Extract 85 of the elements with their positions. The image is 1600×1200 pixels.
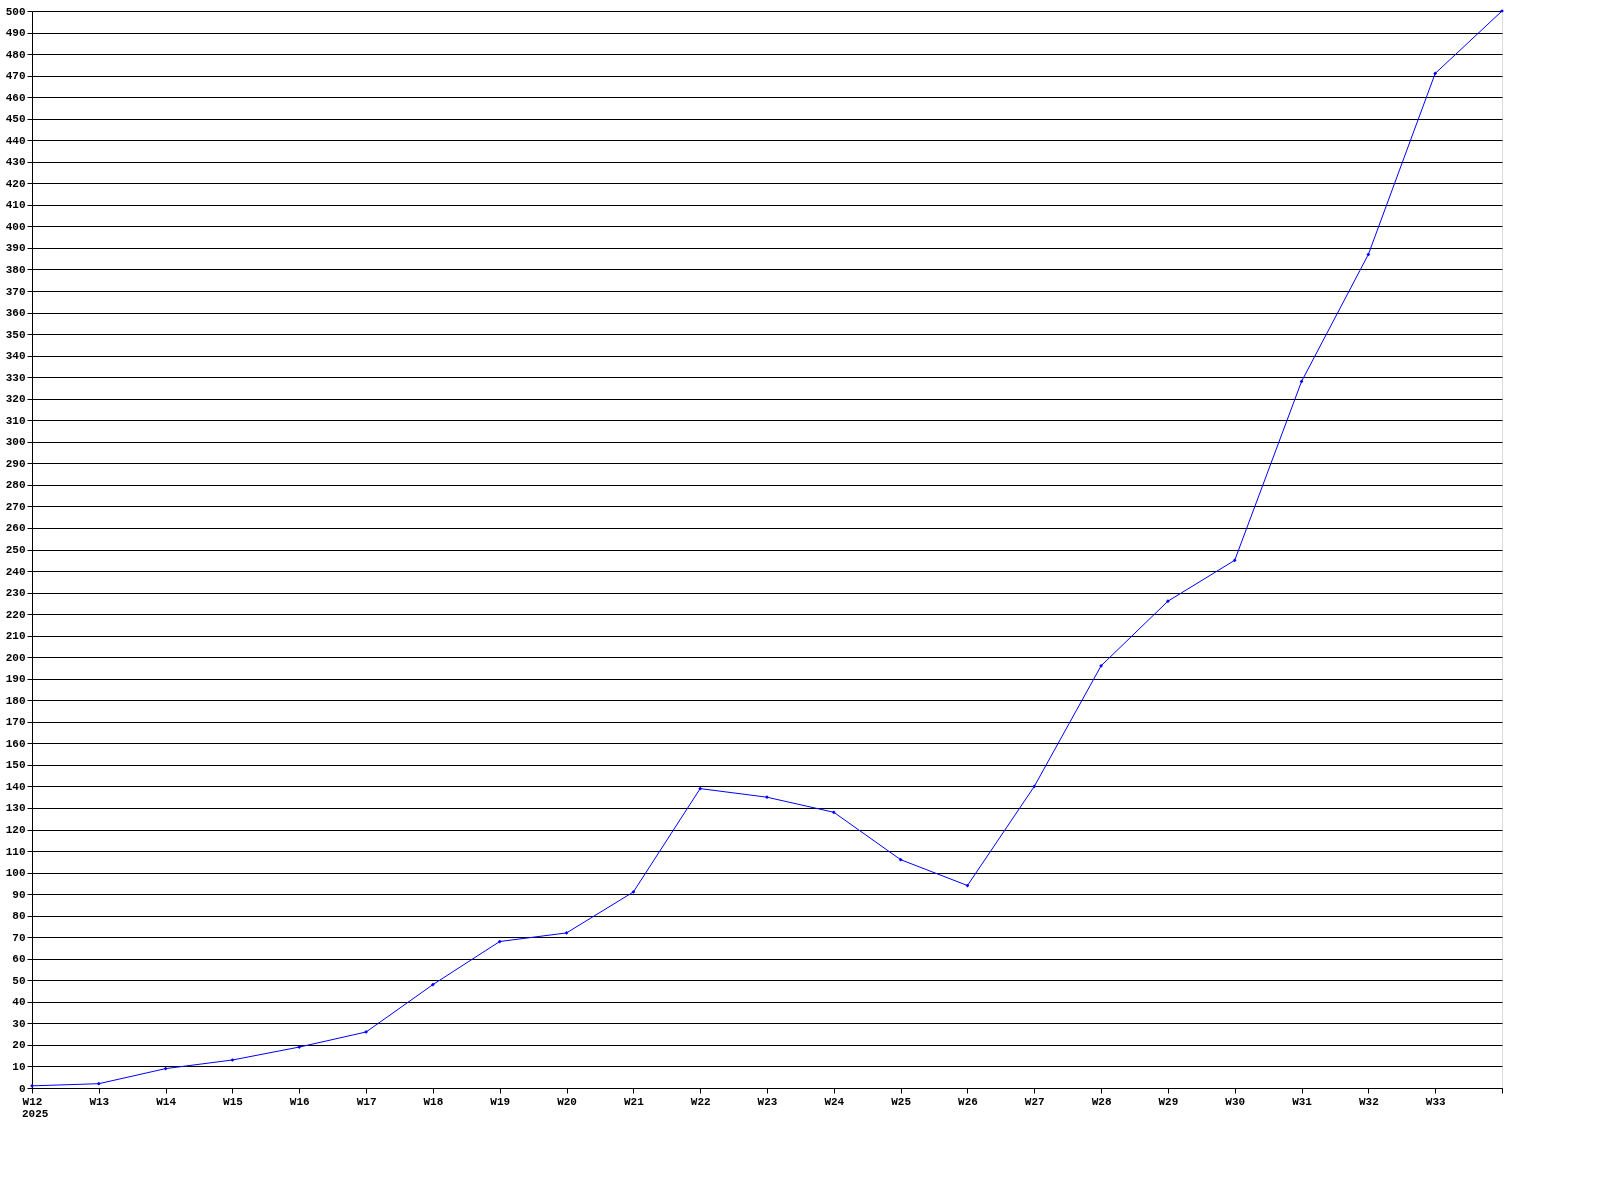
point — [230, 1058, 235, 1062]
y-tick-label: 70 — [12, 931, 26, 944]
y-tick-label: 420 — [5, 177, 26, 190]
y-tick-label: 220 — [5, 608, 26, 621]
point — [698, 786, 703, 791]
x-tick-label: W18 — [423, 1095, 444, 1108]
y-tick-label: 250 — [5, 544, 26, 556]
y-tick-label: 430 — [5, 156, 26, 169]
x-tick-label: W30 — [1225, 1095, 1246, 1108]
y-tick-label: 230 — [5, 587, 26, 600]
y-tick-label: 20 — [12, 1039, 26, 1052]
point — [297, 1045, 302, 1049]
y-tick-label: 270 — [5, 500, 26, 513]
y-tick-label: 130 — [5, 802, 26, 815]
y-tick-label: 260 — [5, 522, 26, 535]
y-tick-label: 310 — [5, 414, 26, 427]
y-tick-label: 110 — [5, 845, 26, 858]
y-tick-label: 50 — [12, 974, 26, 987]
x-tick-label: W22 — [690, 1095, 711, 1108]
point — [765, 795, 769, 800]
x-tick-label: W25 — [891, 1095, 912, 1108]
point — [497, 939, 502, 944]
y-tick-label: 390 — [5, 242, 26, 255]
y-tick-label: 330 — [5, 371, 26, 384]
y-tick-label: 90 — [12, 888, 26, 901]
y-tick-label: 400 — [5, 220, 26, 233]
y-tick-label: 10 — [12, 1060, 26, 1073]
y-tick-label: 410 — [5, 199, 26, 212]
y-tick-label: 370 — [5, 285, 26, 298]
x-tick-label: W21 — [623, 1095, 645, 1108]
x-tick-label: W24 — [824, 1095, 845, 1108]
y-tick-label: 0 — [18, 1082, 26, 1095]
y-tick-label: 210 — [5, 630, 26, 643]
text: 2025 — [22, 1108, 49, 1120]
x-tick-label: W16 — [289, 1095, 310, 1108]
y-tick-label: 380 — [5, 263, 26, 276]
x-tick-label: W28 — [1091, 1095, 1112, 1108]
y-tick-label: 290 — [5, 457, 26, 470]
y-tick-label: 240 — [5, 565, 26, 578]
y-tick-label: 280 — [5, 479, 26, 492]
x-tick-label: W27 — [1024, 1095, 1045, 1108]
y-tick-label: 170 — [5, 716, 26, 729]
y-tick-label: 80 — [12, 910, 26, 923]
y-tick-label: 200 — [5, 651, 26, 664]
x-tick-label: W33 — [1425, 1095, 1446, 1108]
x-tick-label: W26 — [958, 1095, 978, 1108]
point — [96, 1081, 101, 1086]
y-tick-label: 360 — [5, 307, 26, 320]
y-tick-label: 180 — [5, 694, 26, 707]
y-tick-label: 150 — [5, 759, 26, 772]
y-tick-label: 440 — [5, 134, 26, 147]
point — [631, 890, 636, 894]
x-tick-label: W14 — [156, 1095, 177, 1108]
x-tick-label: W23 — [757, 1095, 778, 1108]
point — [1032, 784, 1037, 789]
point — [431, 982, 435, 987]
y-tick-label: 120 — [5, 824, 26, 837]
y-tick-label: 300 — [5, 436, 26, 449]
y-tick-label: 490 — [5, 27, 26, 40]
x-tick-label: W13 — [89, 1095, 110, 1108]
x-tick-label: W17 — [356, 1095, 377, 1108]
y-tick-label: 190 — [5, 673, 26, 686]
x-tick-label: W31 — [1292, 1095, 1313, 1108]
x-tick-label: W29 — [1158, 1095, 1179, 1108]
y-tick-label: 480 — [5, 48, 26, 61]
y-tick-label: 340 — [5, 350, 26, 363]
x-tick-label: W12 — [22, 1095, 43, 1108]
point — [1433, 71, 1438, 76]
y-tick-label: 60 — [12, 953, 26, 966]
y-tick-label: 30 — [12, 1017, 26, 1030]
y-tick-label: 460 — [5, 91, 26, 104]
y-tick-label: 470 — [5, 70, 26, 83]
y-tick-label: 500 — [5, 5, 26, 18]
x-tick-label: W19 — [490, 1095, 511, 1108]
y-tick-label: 40 — [12, 996, 26, 1009]
y-tick-label: 320 — [5, 393, 26, 406]
x-tick-label: W32 — [1358, 1095, 1379, 1108]
x-tick-label: W20 — [557, 1095, 577, 1108]
y-tick-label: 350 — [5, 328, 26, 341]
x-tick-label: W15 — [223, 1095, 244, 1108]
point — [564, 931, 569, 935]
y-tick-label: 450 — [5, 113, 26, 126]
y-tick-label: 140 — [5, 780, 26, 793]
y-tick-label: 160 — [5, 737, 26, 750]
y-tick-label: 100 — [5, 867, 26, 880]
